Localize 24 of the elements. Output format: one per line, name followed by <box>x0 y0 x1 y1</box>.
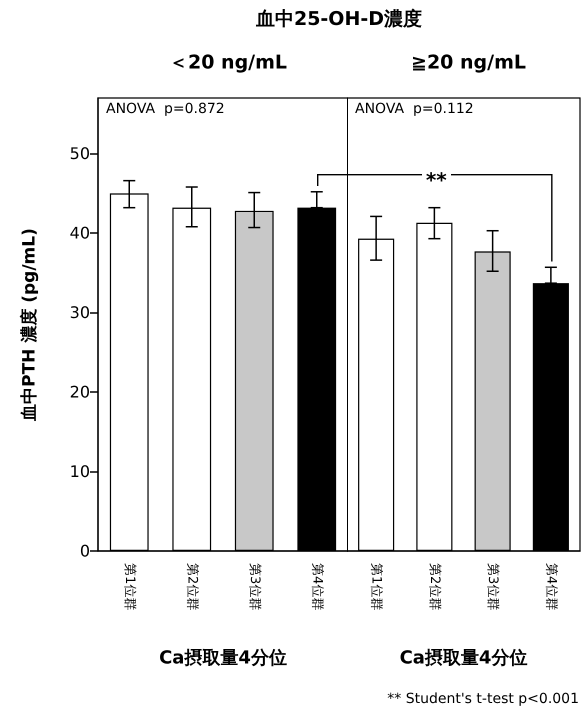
y-axis-title: 血中PTH 濃度 (pg/mL) <box>20 228 40 422</box>
annotation: ANOVA p=0.872 <box>106 101 225 117</box>
x-tick-label: 第2位群 <box>184 563 200 610</box>
y-tick-label: 30 <box>70 303 90 322</box>
y-tick-label: 10 <box>70 462 90 482</box>
chart-title: 血中25-OH-D濃度 <box>254 7 424 32</box>
x-tick-label: 第3位群 <box>485 563 500 610</box>
chart-subtitle: ≧20 ng/mL <box>411 52 526 74</box>
x-tick-label: 第4位群 <box>309 563 324 610</box>
chart-subtitle: ＜20 ng/mL <box>168 52 288 74</box>
y-tick-label: 40 <box>70 224 90 243</box>
x-tick-label: 第4位群 <box>543 563 558 610</box>
x-axis-title: Ca摂取量4分位 <box>400 648 528 668</box>
x-tick-label: 第2位群 <box>426 563 442 610</box>
y-tick-label: 0 <box>80 542 90 560</box>
y-tick-label: 50 <box>70 144 90 164</box>
annotation: ANOVA p=0.112 <box>355 101 474 117</box>
annotation: ** <box>422 168 451 192</box>
x-axis-title: Ca摂取量4分位 <box>159 648 287 668</box>
x-tick-label: 第1位群 <box>122 563 137 610</box>
x-tick-label: 第3位群 <box>246 563 262 610</box>
text: ** Student's t-test p<0.001 <box>387 691 579 707</box>
y-tick-label: 20 <box>70 382 90 402</box>
x-tick-label: 第1位群 <box>368 563 384 610</box>
